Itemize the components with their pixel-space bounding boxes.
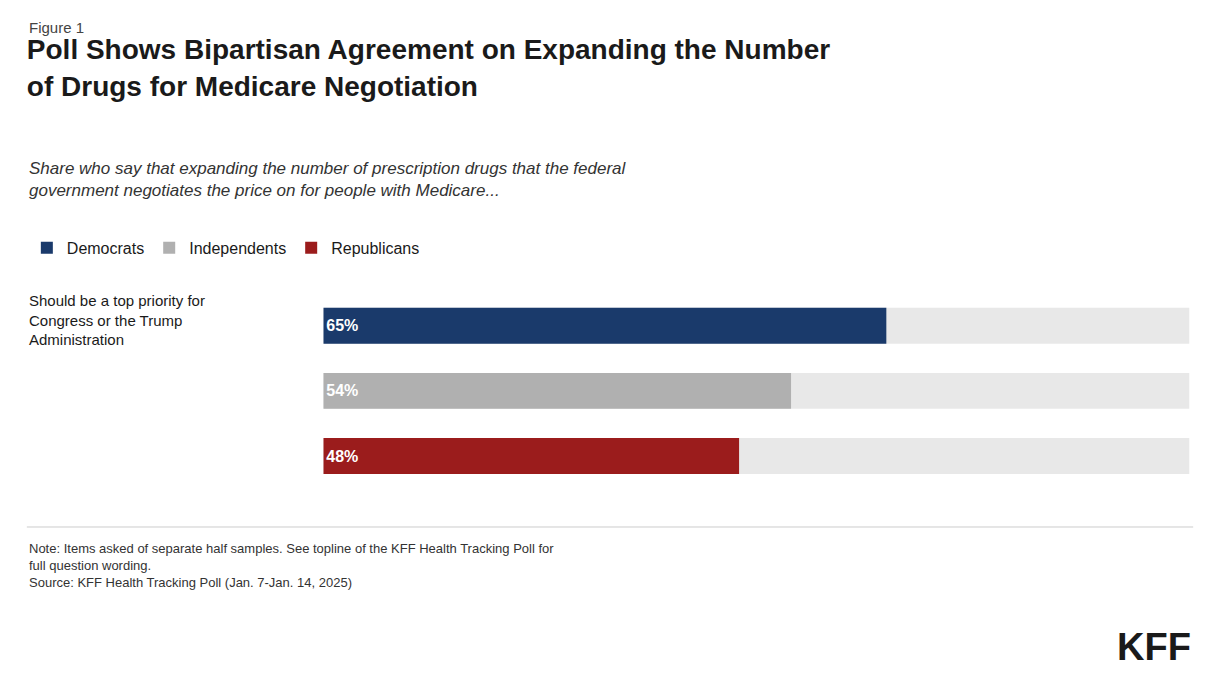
svg-text:65%: 65% (326, 317, 358, 334)
svg-text:48%: 48% (326, 448, 358, 465)
svg-text:54%: 54% (326, 382, 358, 399)
svg-text:Republicans: Republicans (331, 240, 419, 257)
svg-text:Figure 1: Figure 1 (29, 19, 84, 36)
svg-text:Democrats: Democrats (67, 240, 144, 257)
svg-text:Note: Items asked of separate: Note: Items asked of separate half sampl… (29, 541, 554, 590)
svg-text:Independents: Independents (189, 240, 286, 257)
svg-text:Poll Shows Bipartisan Agreemen: Poll Shows Bipartisan Agreement on Expan… (27, 34, 830, 101)
svg-text:Should be a top priority forCo: Should be a top priority forCongress or … (29, 292, 205, 348)
svg-text:Share who say that expanding t: Share who say that expanding the number … (29, 159, 627, 200)
svg-text:KFF: KFF (1117, 626, 1191, 668)
